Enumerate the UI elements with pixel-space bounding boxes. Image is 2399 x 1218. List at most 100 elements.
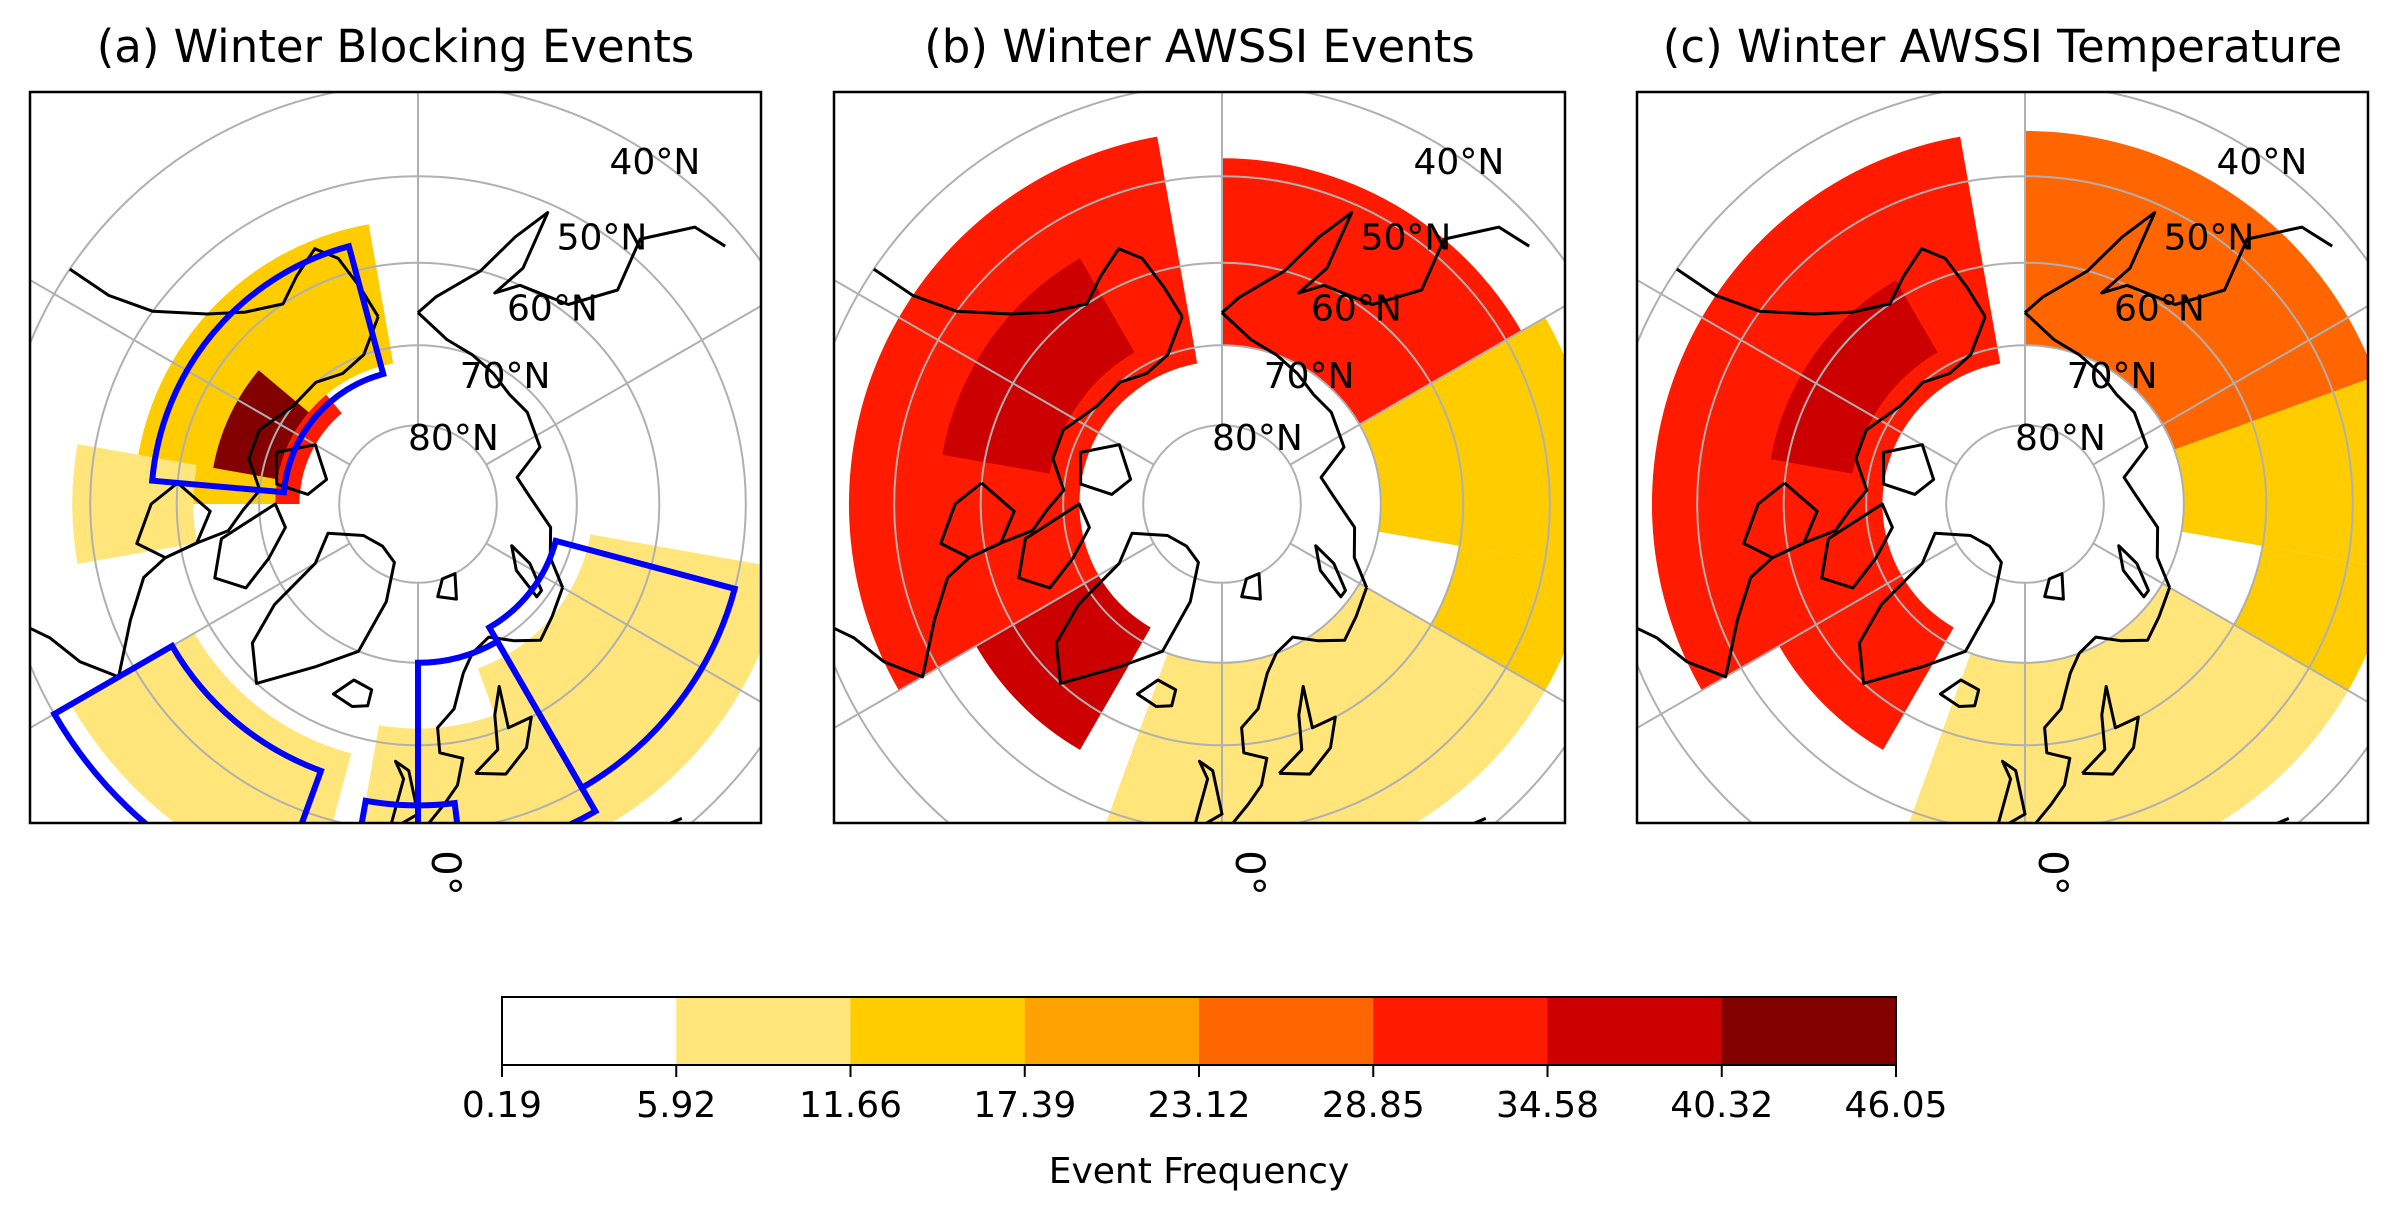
latitude-label: 70°N — [460, 356, 551, 397]
coast-greenland — [250, 531, 396, 685]
colorbar-tick-label: 11.66 — [799, 1085, 902, 1126]
colorbar-cell — [1721, 997, 1897, 1065]
meridian-line — [2092, 542, 2368, 704]
coastlines — [1637, 211, 2333, 823]
coast-arctic-archipelago — [1881, 443, 1936, 496]
frequency-cell — [477, 534, 761, 823]
panel-title: (b) Winter AWSSI Events — [924, 20, 1475, 73]
latitude-label: 50°N — [2164, 218, 2255, 259]
meridian-line — [1637, 542, 1958, 730]
latitude-label: 60°N — [507, 288, 598, 329]
coast-alaska-west — [1675, 247, 1987, 318]
coast-north-america — [1637, 316, 1987, 679]
coast-iceland — [1135, 678, 1178, 708]
map-panel-2: (b) Winter AWSSI Events 40°N 50°N 60°N 70°N 8… — [832, 20, 1567, 896]
coast-kamchatka — [1221, 211, 1530, 314]
latitude-label: 80°N — [1212, 418, 1303, 459]
coast-novaya-zemlya — [2117, 544, 2150, 599]
blocking-region-box — [415, 637, 600, 823]
meridian-line — [1289, 542, 1565, 704]
latitude-label: 50°N — [1361, 218, 1452, 259]
coast-europe — [1230, 586, 1369, 823]
meridian-line — [1289, 304, 1565, 466]
map-frame — [28, 90, 763, 825]
coast-british-isles — [1996, 759, 2027, 823]
frequency-cell — [942, 258, 1135, 474]
coast-siberia — [2023, 311, 2171, 589]
coast-greenland — [1857, 531, 2003, 685]
coastlines — [30, 211, 726, 823]
colorbar-cell — [1024, 997, 1200, 1065]
graticule — [30, 92, 761, 823]
colorbar-tick-label: 0.19 — [462, 1085, 542, 1126]
latitude-label: 80°N — [408, 418, 499, 459]
coast-greenland — [1054, 531, 1200, 685]
colorbar-cells — [502, 997, 1897, 1065]
coast-arctic-archipelago — [274, 443, 329, 496]
coast-hudson-bay — [939, 481, 1016, 560]
coast-siberia — [1220, 311, 1368, 589]
latitude-label: 70°N — [2067, 356, 2158, 397]
colorbar-cell — [1199, 997, 1374, 1065]
map-frame — [1635, 90, 2370, 825]
blocking-region-box — [485, 537, 739, 792]
meridian-label: 0° — [2029, 850, 2075, 895]
frequency-cell — [1105, 583, 1546, 823]
coast-british-isles — [1193, 759, 1224, 823]
frequency-cell — [1908, 583, 2349, 823]
colorbar-tick-label: 23.12 — [1147, 1085, 1250, 1126]
latitude-label: 60°N — [1311, 288, 1402, 329]
colorbar-cell — [502, 997, 677, 1065]
coast-iceland — [1938, 678, 1981, 708]
meridian-line — [485, 542, 761, 704]
graticule — [834, 92, 1565, 823]
meridian-line — [30, 278, 351, 466]
coast-baffin-island — [1017, 502, 1091, 590]
latitude-label: 40°N — [2217, 142, 2308, 183]
coast-scandinavia-inner — [1278, 684, 1337, 776]
coast-europe — [426, 586, 565, 823]
colorbar-cell — [850, 997, 1026, 1065]
colorbar: 0.19 5.92 11.66 17.39 23.12 28.85 34.58 40.32 46… — [462, 996, 1948, 1192]
colorbar-tick-label: 40.32 — [1670, 1085, 1773, 1126]
colorbar-ticks: 0.19 5.92 11.66 17.39 23.12 28.85 34.58 40.32 46… — [462, 1065, 1948, 1126]
latitude-label: 50°N — [557, 218, 648, 259]
blocking-region-box — [358, 797, 461, 823]
latitude-label: 40°N — [610, 142, 701, 183]
colorbar-cell — [676, 997, 852, 1065]
coast-europe — [2033, 586, 2172, 823]
blocking-region-box — [148, 242, 387, 496]
panel-title: (a) Winter Blocking Events — [97, 20, 695, 73]
frequency-cell — [1222, 158, 1522, 425]
latitude-label: 80°N — [2015, 418, 2106, 459]
coast-british-isles — [389, 759, 420, 823]
latitude-label: 40°N — [1414, 142, 1505, 183]
frequency-cell — [70, 633, 352, 823]
panel-title: (c) Winter AWSSI Temperature — [1663, 20, 2342, 73]
coast-alaska-west — [872, 247, 1184, 318]
meridian-line — [485, 304, 761, 466]
frequency-cell — [2174, 379, 2368, 565]
latitude-label: 70°N — [1264, 356, 1355, 397]
coast-hudson-bay — [1742, 481, 1819, 560]
meridian-label: 0° — [422, 850, 468, 895]
frequency-cell — [361, 715, 535, 823]
colorbar-cell — [1547, 997, 1723, 1065]
map-area: 40°N 50°N 60°N 70°N 80°N — [834, 92, 1565, 823]
frequency-cell — [1431, 545, 1565, 691]
meridian-label: 0° — [1226, 850, 1272, 895]
latitude-labels: 40°N 50°N 60°N 70°N 80°N — [1212, 142, 1504, 459]
frequency-cell — [1359, 317, 1565, 565]
map-panel-3: (c) Winter AWSSI Temperature 40°N 50°N 60°N… — [1635, 20, 2370, 896]
map-area: 40°N 50°N 60°N 70°N 80°N — [30, 92, 761, 823]
colorbar-label: Event Frequency — [1049, 1151, 1350, 1192]
region-boxes — [50, 242, 739, 823]
coast-arctic-archipelago — [1078, 443, 1133, 496]
map-panel-1: (a) Winter Blocking Events 40°N 50°N 60°N 70… — [28, 20, 763, 896]
meridian-line — [1637, 278, 1958, 466]
colorbar-tick-label: 46.05 — [1844, 1085, 1947, 1126]
frequency-cell — [1770, 280, 1938, 474]
coast-scandinavia-inner — [2081, 684, 2140, 776]
colorbar-tick-label: 5.92 — [636, 1085, 716, 1126]
